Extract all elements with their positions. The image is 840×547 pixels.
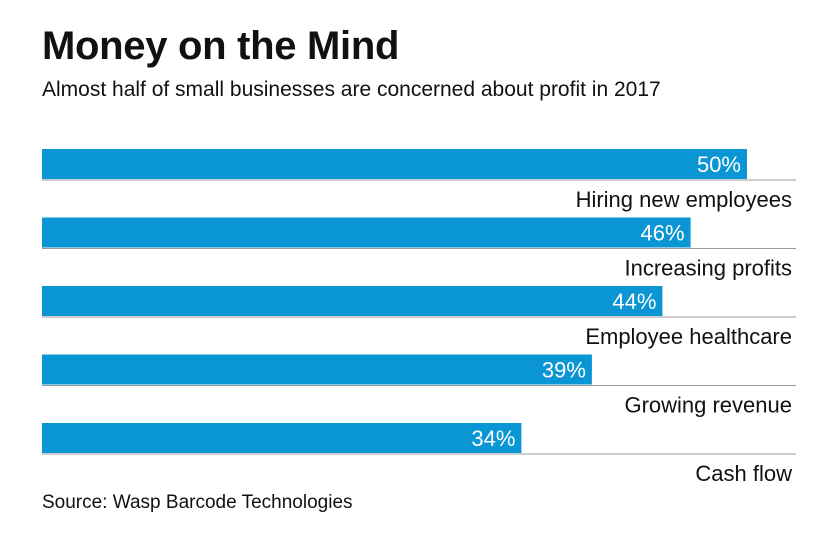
bar-1 [42,149,747,179]
source-note: Source: Wasp Barcode Technologies [42,492,353,513]
bar-value-label: 50% [697,152,741,177]
bar-value-label: 34% [471,426,515,451]
bar-value-label: 46% [641,221,685,246]
category-label: Cash flow [695,461,792,486]
category-label: Growing revenue [624,393,792,418]
chart-subtitle: Almost half of small businesses are conc… [42,78,661,101]
chart-title: Money on the Mind [42,24,400,68]
bar-3 [42,286,663,316]
bar-value-label: 39% [542,358,586,383]
bar-2 [42,217,691,248]
bar-value-label: 44% [612,289,656,314]
bar-4 [42,354,592,385]
category-label: Hiring new employees [576,187,792,212]
category-label: Increasing profits [624,256,792,281]
category-label: Employee healthcare [585,324,792,349]
bar-5 [42,423,522,453]
